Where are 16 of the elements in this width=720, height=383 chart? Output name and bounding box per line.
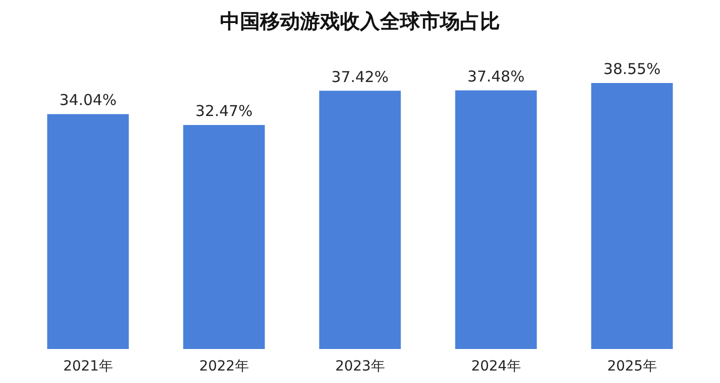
data-label: 38.55%	[603, 60, 661, 78]
bar	[591, 83, 673, 349]
bar	[47, 114, 129, 349]
data-label: 34.04%	[59, 91, 117, 110]
data-label: 37.42%	[331, 68, 389, 86]
x-tick-label: 2021年	[63, 358, 113, 374]
x-tick-label: 2024年	[471, 358, 521, 374]
data-label: 37.48%	[467, 67, 525, 86]
data-label: 32.47%	[195, 102, 253, 120]
bar	[319, 90, 401, 349]
bar	[183, 124, 265, 349]
x-tick-label: 2022年	[199, 358, 249, 374]
x-tick-label: 2023年	[335, 358, 385, 374]
bar	[455, 90, 537, 349]
chart-title: 中国移动游戏收入全球市场占比	[220, 9, 500, 33]
x-tick-label: 2025年	[607, 358, 657, 374]
